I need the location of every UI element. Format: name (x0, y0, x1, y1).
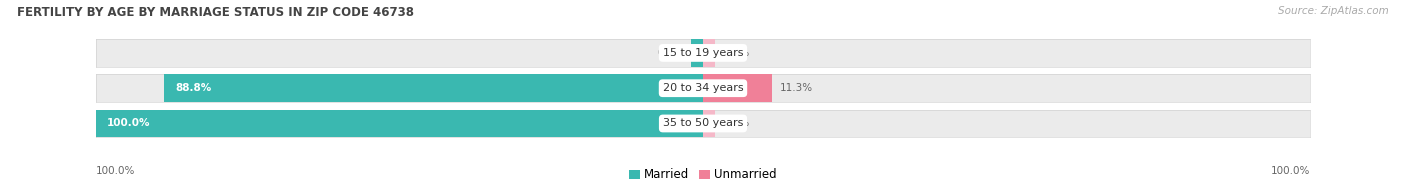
Text: 20 to 34 years: 20 to 34 years (662, 83, 744, 93)
Text: 0.0%: 0.0% (658, 48, 683, 58)
Text: 35 to 50 years: 35 to 50 years (662, 118, 744, 129)
Text: 11.3%: 11.3% (780, 83, 813, 93)
Text: FERTILITY BY AGE BY MARRIAGE STATUS IN ZIP CODE 46738: FERTILITY BY AGE BY MARRIAGE STATUS IN Z… (17, 6, 413, 19)
Text: Source: ZipAtlas.com: Source: ZipAtlas.com (1278, 6, 1389, 16)
Text: 15 to 19 years: 15 to 19 years (662, 48, 744, 58)
Legend: Married, Unmarried: Married, Unmarried (624, 164, 782, 186)
Text: 100.0%: 100.0% (107, 118, 150, 129)
Text: 0.0%: 0.0% (724, 48, 749, 58)
Text: 100.0%: 100.0% (1271, 165, 1310, 176)
Text: 88.8%: 88.8% (174, 83, 211, 93)
Text: 100.0%: 100.0% (96, 165, 135, 176)
Text: 0.0%: 0.0% (724, 118, 749, 129)
